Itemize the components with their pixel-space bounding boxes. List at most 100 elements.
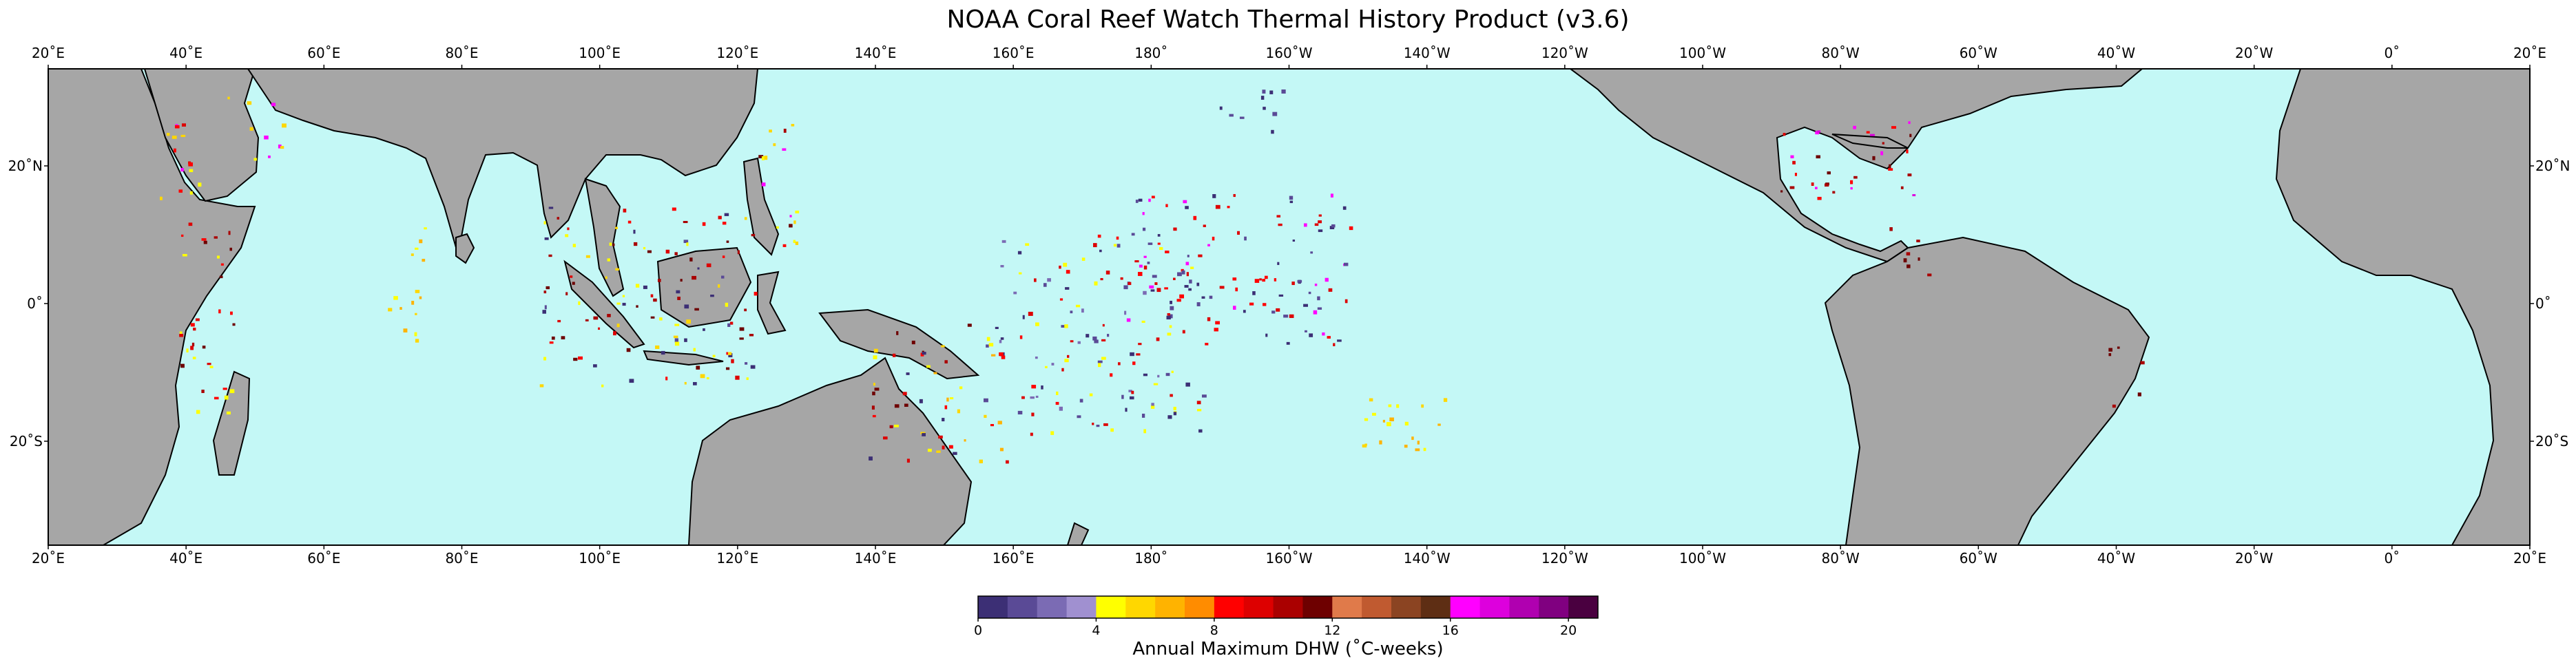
reef-dhw-cell — [1369, 398, 1373, 402]
longitude-label-top: 80˚W — [1822, 45, 1860, 61]
reef-dhw-cell — [1318, 214, 1322, 217]
reef-dhw-cell — [674, 341, 680, 346]
reef-dhw-cell — [1297, 279, 1302, 283]
reef-dhw-cell — [1138, 272, 1143, 276]
reef-dhw-cell — [967, 324, 972, 327]
reef-dhw-cell — [1089, 393, 1093, 396]
reef-dhw-cell — [1031, 412, 1035, 416]
colorbar-segment — [1185, 596, 1215, 618]
reef-dhw-cell — [1866, 131, 1870, 134]
reef-dhw-cell — [1097, 360, 1103, 363]
reef-dhw-cell — [1415, 448, 1420, 452]
reef-dhw-cell — [657, 279, 661, 282]
reef-dhw-cell — [2117, 346, 2120, 349]
reef-dhw-cell — [1227, 206, 1230, 209]
reef-dhw-cell — [1196, 282, 1200, 286]
reef-dhw-cell — [1815, 131, 1820, 135]
reef-dhw-cell — [922, 433, 926, 436]
reef-dhw-cell — [1142, 227, 1146, 231]
reef-dhw-cell — [793, 220, 796, 224]
reef-dhw-cell — [1207, 244, 1210, 246]
reef-dhw-cell — [1059, 406, 1063, 411]
reef-dhw-cell — [229, 389, 235, 394]
longitude-label-top: 140˚W — [1404, 45, 1451, 61]
reef-dhw-cell — [1143, 373, 1148, 377]
reef-dhw-cell — [1289, 195, 1294, 200]
reef-dhw-cell — [1128, 282, 1132, 286]
reef-dhw-cell — [674, 252, 678, 255]
reef-dhw-cell — [636, 305, 638, 308]
reef-dhw-cell — [703, 328, 705, 331]
reef-dhw-cell — [938, 435, 943, 439]
reef-dhw-cell — [193, 328, 196, 331]
reef-dhw-cell — [615, 268, 619, 271]
reef-dhw-cell — [1281, 89, 1286, 94]
reef-dhw-cell — [689, 257, 693, 262]
reef-dhw-cell — [1190, 266, 1194, 269]
reef-dhw-cell — [1147, 242, 1153, 245]
reef-dhw-cell — [578, 301, 581, 306]
reef-dhw-cell — [1272, 112, 1278, 116]
reef-dhw-cell — [1045, 366, 1048, 368]
colorbar-segment — [1539, 596, 1569, 618]
reef-dhw-cell — [926, 365, 931, 368]
reef-dhw-cell — [1249, 302, 1254, 306]
reef-dhw-cell — [749, 333, 754, 337]
reef-dhw-cell — [1138, 198, 1143, 202]
longitude-label-bottom: 0˚ — [2384, 550, 2400, 567]
reef-dhw-cell — [1124, 310, 1127, 315]
dhw-colorbar: 0 4 8 12 16 20 — [974, 595, 1599, 638]
reef-dhw-cell — [1165, 372, 1170, 377]
reef-dhw-cell — [942, 418, 945, 422]
reef-dhw-cell — [896, 331, 899, 335]
latitude-label-left: 0˚ — [27, 295, 43, 312]
colorbar-frame — [977, 595, 1599, 619]
reef-dhw-cell — [1909, 134, 1912, 138]
reef-dhw-cell — [680, 279, 683, 282]
map-plot-area — [48, 68, 2531, 546]
colorbar-segment — [1243, 596, 1274, 618]
longitude-label-bottom: 100˚E — [579, 550, 621, 567]
reef-dhw-cell — [906, 372, 910, 375]
reef-dhw-cell — [1278, 294, 1284, 297]
reef-dhw-cell — [1130, 352, 1134, 357]
reef-dhw-cell — [1030, 432, 1033, 436]
reef-dhw-cell — [754, 291, 758, 296]
reef-dhw-cell — [1388, 404, 1392, 407]
reef-dhw-cell — [278, 144, 282, 149]
reef-dhw-cell — [686, 319, 691, 324]
reef-dhw-cell — [178, 189, 183, 193]
reef-dhw-cell — [1000, 337, 1004, 340]
reef-dhw-markings — [160, 89, 2145, 464]
reef-dhw-cell — [1136, 353, 1141, 356]
reef-dhw-cell — [1125, 407, 1128, 412]
reef-dhw-cell — [1889, 227, 1893, 231]
reef-dhw-cell — [1918, 257, 1920, 261]
reef-dhw-cell — [1092, 423, 1094, 425]
reef-dhw-cell — [922, 352, 926, 355]
reef-dhw-cell — [1853, 125, 1856, 129]
colorbar-tick-label: 20 — [1560, 623, 1577, 638]
reef-dhw-cell — [761, 156, 765, 160]
colorbar-label: Annual Maximum DHW (˚C-weeks) — [1132, 639, 1444, 659]
reef-dhw-cell — [1212, 194, 1216, 198]
reef-dhw-cell — [1035, 395, 1039, 398]
reef-dhw-cell — [793, 240, 796, 244]
reef-dhw-cell — [683, 240, 689, 244]
reef-dhw-cell — [1147, 262, 1150, 264]
reef-dhw-cell — [1308, 291, 1311, 295]
reef-dhw-cell — [1131, 390, 1134, 394]
reef-dhw-cell — [986, 344, 989, 348]
reef-dhw-cell — [661, 350, 665, 355]
reef-dhw-cell — [629, 379, 634, 383]
reef-dhw-cell — [1128, 390, 1132, 392]
reef-dhw-cell — [1173, 227, 1177, 231]
reef-dhw-cell — [1443, 398, 1448, 402]
colorbar-segment — [1479, 596, 1510, 618]
reef-dhw-cell — [598, 327, 601, 330]
longitude-label-bottom: 60˚E — [307, 550, 340, 567]
reef-dhw-cell — [1143, 429, 1147, 434]
reef-dhw-cell — [1900, 186, 1904, 189]
reef-dhw-cell — [737, 250, 740, 255]
reef-dhw-cell — [1916, 240, 1920, 243]
